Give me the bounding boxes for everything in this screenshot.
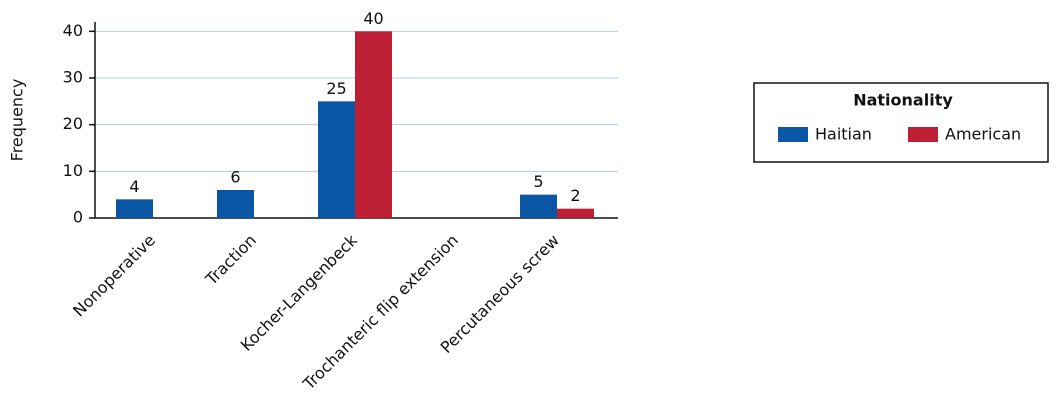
value-label: 2 — [570, 186, 580, 205]
x-tick-label: Traction — [201, 231, 260, 290]
y-tick-label: 0 — [73, 208, 83, 227]
y-tick-label: 20 — [63, 114, 83, 133]
value-label: 5 — [533, 172, 543, 191]
y-axis-label: Frequency — [8, 79, 27, 162]
bar — [318, 101, 355, 218]
bar — [557, 208, 594, 218]
value-label: 25 — [326, 79, 346, 98]
y-tick-label: 10 — [63, 161, 83, 180]
value-label: 40 — [363, 9, 383, 28]
legend-label: Haitian — [815, 125, 872, 144]
x-tick-label: Nonoperative — [69, 231, 159, 321]
y-tick-label: 30 — [63, 68, 83, 87]
bar — [116, 199, 153, 218]
legend-title: Nationality — [853, 91, 953, 110]
y-tick-label: 40 — [63, 21, 83, 40]
legend-swatch — [908, 127, 938, 142]
legend-label: American — [945, 125, 1021, 144]
value-label: 4 — [129, 177, 139, 196]
bar — [355, 31, 392, 219]
legend-swatch — [778, 127, 808, 142]
legend-box — [753, 82, 1049, 163]
bar — [217, 190, 254, 218]
bar — [520, 194, 557, 218]
value-label: 6 — [230, 168, 240, 187]
